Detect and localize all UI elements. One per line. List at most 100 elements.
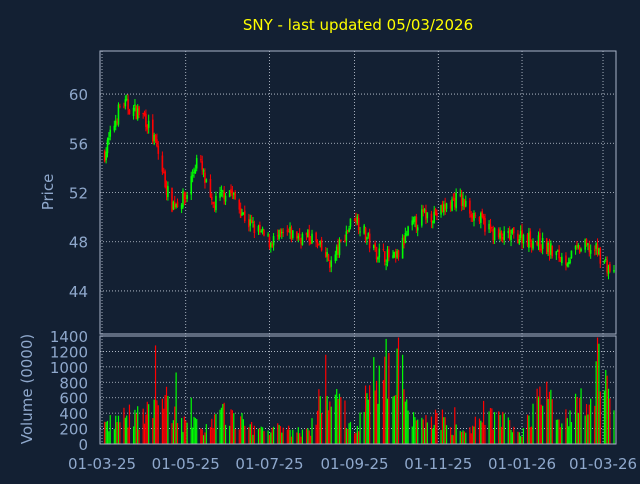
candle-body bbox=[411, 220, 414, 226]
candle bbox=[305, 232, 308, 241]
candle bbox=[296, 231, 298, 241]
volume-bar bbox=[327, 410, 330, 444]
candle-body bbox=[368, 233, 371, 249]
volume-bar bbox=[576, 397, 578, 444]
volume-bar bbox=[253, 425, 255, 444]
candle bbox=[570, 250, 573, 259]
candle bbox=[161, 151, 164, 175]
candle-body bbox=[556, 250, 559, 252]
date-tick-label: 01-07-25 bbox=[235, 455, 303, 473]
volume-bar bbox=[540, 404, 542, 444]
candle-body bbox=[423, 209, 426, 211]
candle bbox=[606, 256, 608, 277]
volume-bar bbox=[503, 413, 505, 444]
candle bbox=[492, 225, 495, 245]
candle bbox=[500, 230, 503, 242]
volume-bar bbox=[142, 408, 144, 444]
candle bbox=[105, 147, 107, 164]
candle-body bbox=[469, 200, 471, 214]
candle-body bbox=[596, 244, 599, 255]
volume-bar bbox=[510, 429, 512, 444]
volume-bar bbox=[308, 430, 310, 444]
volume-bar bbox=[248, 427, 250, 444]
candle-body bbox=[550, 243, 552, 255]
candle-body bbox=[326, 252, 328, 257]
candle-body bbox=[252, 221, 254, 223]
candle-body bbox=[539, 233, 541, 251]
candle-body bbox=[146, 124, 149, 130]
candle bbox=[301, 232, 304, 246]
volume-bar bbox=[163, 408, 165, 444]
candle-body bbox=[165, 185, 168, 195]
volume-bar bbox=[607, 388, 610, 444]
candle bbox=[374, 240, 376, 252]
candle bbox=[453, 192, 456, 211]
volume-bar bbox=[594, 405, 596, 444]
candle bbox=[164, 169, 166, 189]
volume-bar bbox=[518, 432, 520, 444]
volume-bar bbox=[318, 389, 320, 444]
candle bbox=[471, 212, 474, 222]
candle-body bbox=[298, 234, 301, 237]
volume-bar bbox=[200, 428, 202, 444]
candle-body bbox=[512, 227, 515, 234]
candle-body bbox=[224, 195, 227, 202]
candle bbox=[327, 253, 330, 262]
volume-tick-label: 800 bbox=[59, 374, 88, 392]
candle bbox=[484, 213, 486, 236]
volume-bar bbox=[539, 386, 541, 444]
candle bbox=[382, 243, 385, 252]
volume-bar bbox=[182, 431, 184, 444]
volume-bar bbox=[301, 429, 304, 444]
candle-body bbox=[271, 244, 274, 247]
candle-body bbox=[561, 256, 563, 264]
candle-body bbox=[316, 242, 319, 244]
candle bbox=[171, 187, 173, 213]
candle bbox=[436, 209, 438, 221]
candle bbox=[242, 212, 245, 216]
volume-bar bbox=[289, 429, 291, 444]
volume-bar bbox=[288, 425, 290, 444]
volume-bar bbox=[374, 390, 376, 444]
candle bbox=[231, 185, 234, 200]
volume-bar bbox=[426, 422, 428, 444]
volume-bar bbox=[378, 365, 380, 444]
candle-body bbox=[551, 245, 554, 257]
volume-bar bbox=[555, 419, 557, 444]
candle bbox=[403, 235, 405, 249]
candle bbox=[239, 202, 242, 218]
volume-bar bbox=[329, 401, 331, 444]
candle-body bbox=[151, 119, 154, 142]
candle bbox=[154, 134, 157, 143]
candle-body bbox=[422, 209, 425, 213]
candle-body bbox=[559, 257, 562, 262]
candle bbox=[281, 228, 283, 239]
candle-body bbox=[202, 170, 205, 172]
volume-bar bbox=[279, 426, 282, 444]
candle-body bbox=[464, 200, 467, 207]
volume-bar bbox=[233, 413, 235, 444]
candle bbox=[113, 120, 116, 133]
candle bbox=[460, 189, 463, 212]
candle bbox=[561, 252, 563, 266]
volume-bar bbox=[127, 427, 129, 444]
candle bbox=[550, 240, 552, 259]
volume-bar bbox=[161, 398, 163, 444]
candle bbox=[474, 212, 477, 219]
candle-body bbox=[470, 214, 473, 218]
volume-bar bbox=[480, 420, 482, 444]
volume-bar bbox=[148, 404, 150, 444]
candle bbox=[493, 227, 496, 244]
volume-bar bbox=[138, 429, 140, 444]
volume-bar bbox=[156, 400, 158, 444]
volume-bar bbox=[384, 356, 386, 444]
volume-bars bbox=[104, 337, 615, 444]
candle-body bbox=[278, 230, 280, 239]
candle-body bbox=[570, 250, 573, 259]
volume-bar bbox=[373, 357, 375, 444]
candle bbox=[565, 252, 567, 271]
volume-bar bbox=[585, 404, 588, 444]
candle bbox=[569, 257, 571, 265]
candle-body bbox=[230, 188, 232, 194]
